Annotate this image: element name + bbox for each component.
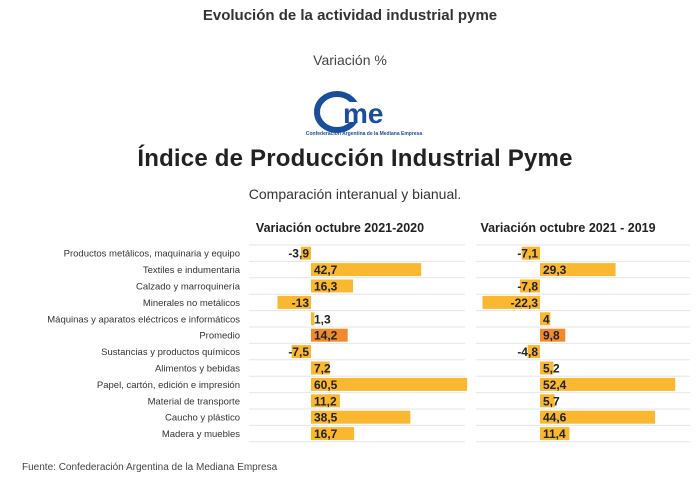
bar	[540, 328, 566, 342]
data-label: -13	[292, 296, 310, 310]
category-label: Máquinas y aparatos eléctricos e informá…	[47, 314, 240, 325]
header-title: Evolución de la actividad industrial pym…	[202, 7, 498, 24]
bar	[540, 361, 554, 375]
data-label: 11,2	[314, 394, 337, 408]
data-label: -7,5	[288, 345, 309, 359]
bar	[519, 279, 540, 293]
chart-subtitle: Comparación interanual y bianual.	[248, 186, 462, 202]
came-logo: me	[314, 91, 383, 133]
category-label: Calzado y marroquinería	[136, 282, 241, 293]
data-label: -4,8	[517, 345, 538, 359]
bar	[311, 410, 411, 424]
bar	[521, 246, 540, 260]
logo-caption: Confederación Argentina de la Mediana Em…	[305, 131, 423, 137]
bar	[311, 427, 355, 441]
bar	[277, 295, 311, 309]
data-label: 9,8	[543, 329, 560, 343]
data-label: 4	[543, 312, 550, 326]
data-label: 38,5	[314, 411, 338, 425]
data-label: -7,8	[517, 280, 538, 294]
data-label: 5,2	[543, 362, 560, 376]
category-label: Minerales no metálicos	[143, 298, 240, 309]
bar	[311, 377, 468, 391]
data-label: 16,3	[314, 280, 338, 294]
data-label: -22,3	[511, 296, 539, 310]
bar	[540, 263, 616, 277]
bar	[311, 263, 422, 277]
bar	[527, 345, 540, 359]
bar	[540, 312, 551, 326]
category-label: Promedio	[199, 331, 240, 342]
bar	[311, 328, 348, 342]
data-label: 7,2	[314, 362, 331, 376]
source-footer: Fuente: Confederación Argentina de la Me…	[22, 462, 278, 473]
logo-wordmark: me	[343, 98, 383, 129]
bar	[311, 312, 315, 326]
series-header: Variación octubre 2021 - 2019	[480, 221, 655, 235]
bar	[300, 246, 311, 260]
bar	[482, 295, 540, 309]
data-label: 5,7	[543, 394, 560, 408]
series-header: Variación octubre 2021-2020	[256, 221, 424, 235]
bar	[291, 345, 311, 359]
category-label: Caucho y plástico	[165, 413, 240, 424]
data-label: 60,5	[314, 378, 338, 392]
data-label: 42,7	[314, 263, 338, 277]
chart-title: Índice de Producción Industrial Pyme	[137, 145, 573, 172]
data-label: -7,1	[517, 247, 538, 261]
data-label: -3,9	[288, 247, 309, 261]
bar	[311, 279, 354, 293]
category-label: Material de transporte	[148, 396, 240, 407]
category-label: Papel, cartón, edición e impresión	[97, 380, 240, 391]
bar	[540, 377, 676, 391]
bar	[540, 394, 555, 408]
bar	[311, 361, 330, 375]
data-label: 14,2	[314, 329, 338, 343]
bar	[540, 427, 570, 441]
data-label: 44,6	[543, 411, 567, 425]
data-label: 16,7	[314, 427, 338, 441]
data-label: 11,4	[543, 427, 566, 441]
bar	[311, 394, 340, 408]
category-label: Madera y muebles	[162, 429, 240, 440]
category-label: Productos metálicos, maquinaria y equipo	[64, 249, 240, 260]
data-label: 52,4	[543, 378, 567, 392]
data-label: 1,3	[314, 312, 331, 326]
header-subtitle: Variación %	[313, 52, 387, 68]
category-label: Alimentos y bebidas	[155, 364, 240, 375]
category-label: Sustancias y productos químicos	[101, 347, 240, 358]
category-label: Textiles e indumentaria	[143, 265, 241, 276]
data-label: 29,3	[543, 263, 567, 277]
bar	[540, 410, 656, 424]
